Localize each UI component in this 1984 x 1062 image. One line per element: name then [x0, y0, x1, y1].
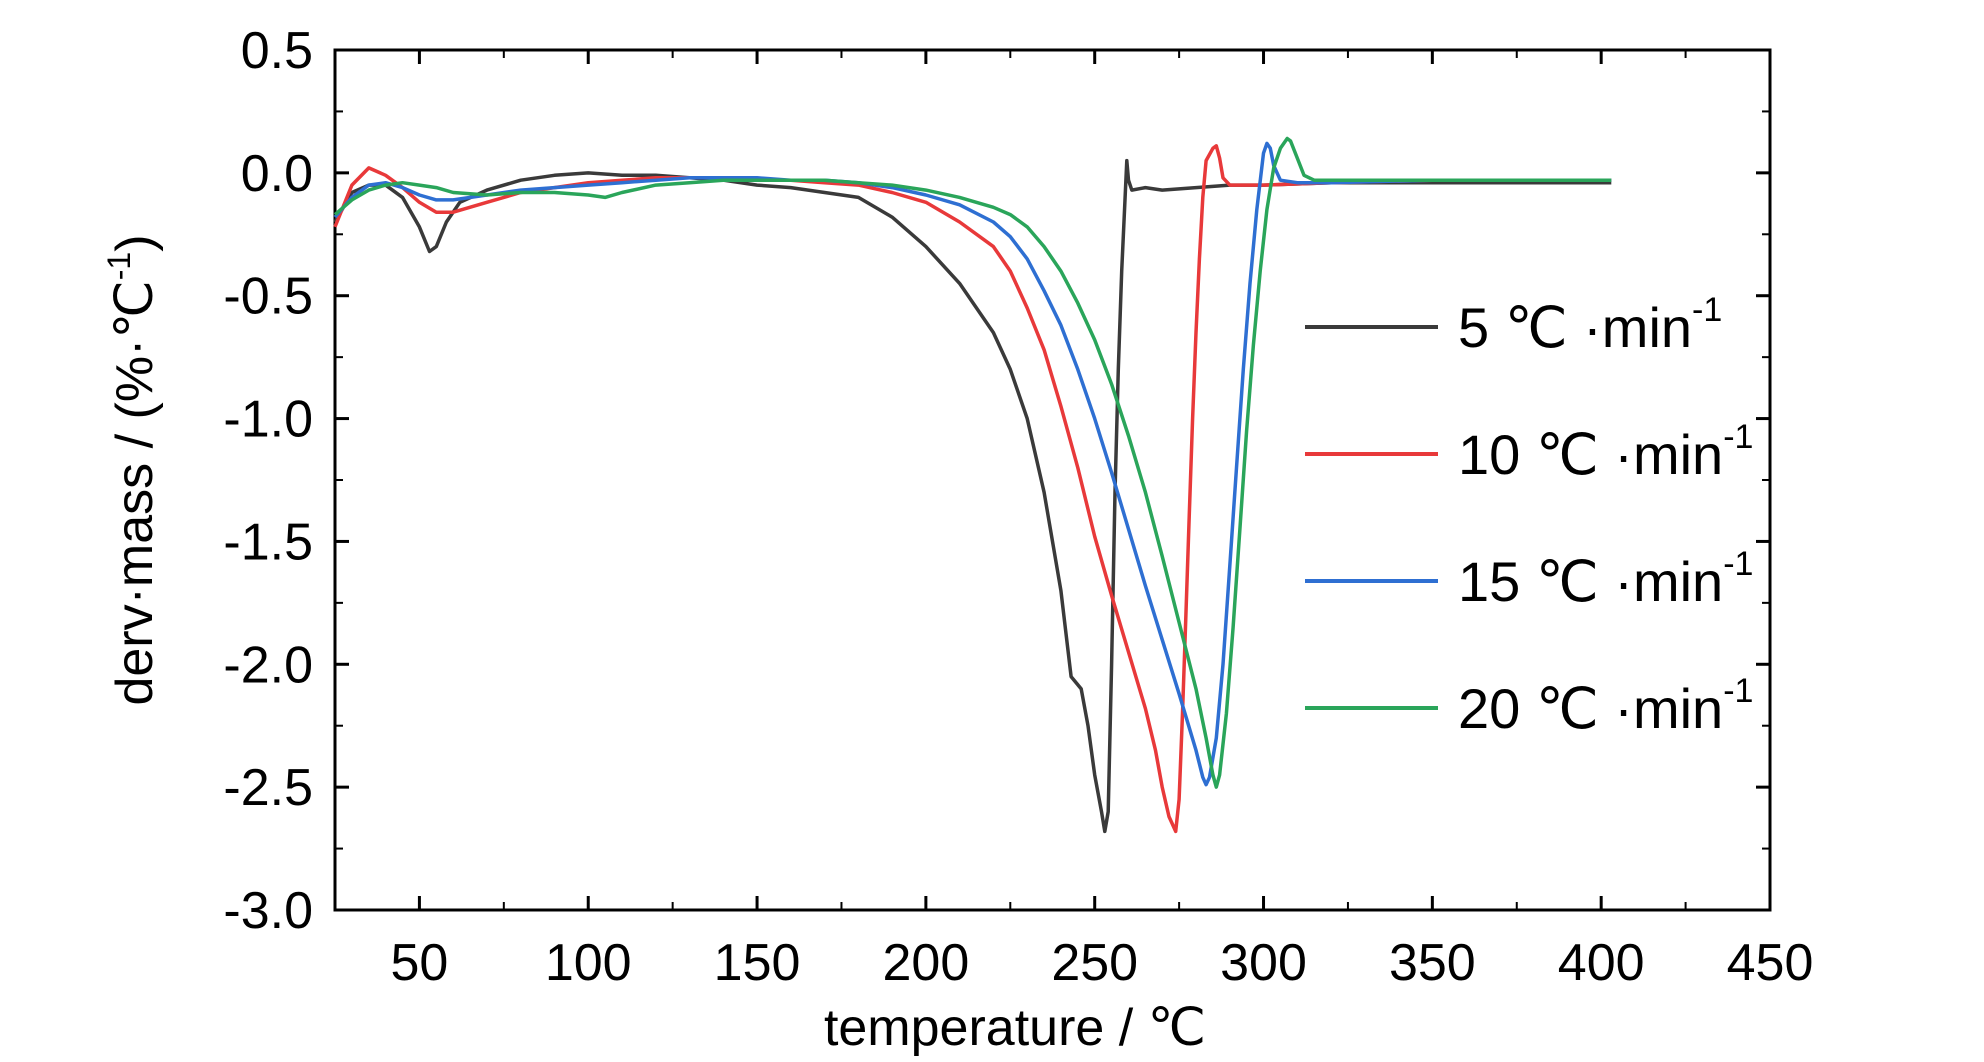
- x-axis: 50 100 150 200 250 300 350 400 450: [334, 50, 1814, 992]
- x-tick-label: 100: [545, 934, 632, 992]
- legend-label-4: 20 ℃ ·min-1: [1458, 672, 1753, 740]
- y-tick-label: -3.0: [223, 882, 313, 940]
- y-axis: 0.5 0.0 -0.5 -1.0 -1.5 -2.0 -2.5 -3.0: [223, 22, 1770, 940]
- y-tick-label: 0.0: [241, 145, 313, 203]
- x-tick-label: 400: [1558, 934, 1645, 992]
- legend: 5 ℃ ·min-1 10 ℃ ·min-1 15 ℃ ·min-1 20 ℃ ·mi…: [1305, 291, 1753, 740]
- y-axis-label: derv·mass / (%·℃-1): [101, 234, 164, 705]
- x-tick-label: 300: [1220, 934, 1307, 992]
- y-tick-label: -0.5: [223, 268, 313, 326]
- y-tick-label: -2.5: [223, 759, 313, 817]
- legend-label-3: 15 ℃ ·min-1: [1458, 545, 1753, 613]
- series-line-3: [333, 141, 1612, 787]
- y-axis-label-sup: -1: [101, 252, 137, 280]
- x-tick-label: 150: [714, 934, 801, 992]
- x-tick-label: 200: [882, 934, 969, 992]
- legend-label-1: 5 ℃ ·min-1: [1458, 291, 1722, 359]
- y-tick-label: -1.0: [223, 391, 313, 449]
- series-line-2: [333, 144, 1612, 834]
- legend-label-2: 10 ℃ ·min-1: [1458, 418, 1753, 486]
- y-tick-label: -1.5: [223, 513, 313, 571]
- y-tick-label: 0.5: [241, 22, 313, 80]
- series-line-4: [333, 136, 1612, 789]
- x-tick-label: 250: [1051, 934, 1138, 992]
- y-axis-label-close: ): [106, 234, 164, 251]
- series-line-1: [333, 158, 1612, 834]
- series-lines: [333, 136, 1612, 834]
- x-tick-label: 50: [390, 934, 448, 992]
- x-axis-label: temperature / ℃: [824, 999, 1206, 1057]
- x-tick-label: 350: [1389, 934, 1476, 992]
- y-axis-label-main: derv·mass / (%·℃: [106, 280, 164, 705]
- x-tick-label: 450: [1727, 934, 1814, 992]
- y-tick-label: -2.0: [223, 636, 313, 694]
